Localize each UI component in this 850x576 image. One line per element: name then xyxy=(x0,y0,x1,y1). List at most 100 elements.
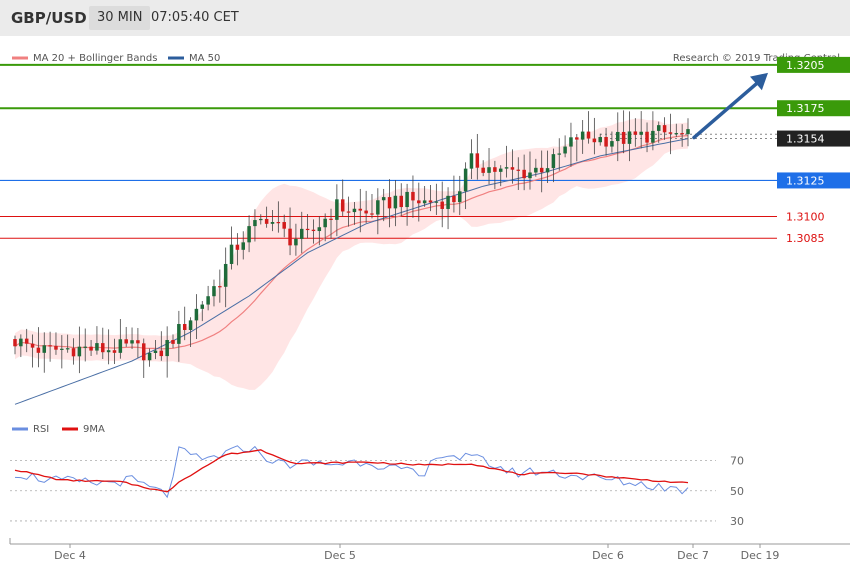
candle-body xyxy=(60,348,64,350)
candle-body xyxy=(381,197,386,201)
candle-body xyxy=(311,229,316,232)
candle-body xyxy=(662,125,667,133)
candle-body xyxy=(136,340,140,344)
candle-body xyxy=(610,141,614,147)
candle-body xyxy=(458,191,462,203)
candle-body xyxy=(633,131,638,135)
candle-body xyxy=(235,244,240,250)
candle-body xyxy=(194,308,199,321)
candle-body xyxy=(686,129,690,135)
candle-body xyxy=(159,350,164,357)
clock-label: 07:05:40 CET xyxy=(151,10,239,25)
candle-body xyxy=(253,220,257,227)
x-tick-label-Dec-19: Dec 19 xyxy=(741,549,780,562)
candle-body xyxy=(639,131,643,135)
candle-body xyxy=(305,228,310,231)
rsi-legend-label: RSI xyxy=(33,424,49,435)
candle-body xyxy=(247,226,251,243)
candle-body xyxy=(440,201,444,209)
candle-body xyxy=(405,191,409,208)
candle-body xyxy=(463,168,468,192)
rsi-ma-legend-label: 9MA xyxy=(83,424,105,435)
price-panel: 1.3205 1.3175 1.3154 1.3125 1.3100 1.3085 xyxy=(0,56,850,405)
rsi-tick-30: 30 xyxy=(730,515,744,528)
candle-body xyxy=(206,296,210,305)
projection-arrow-head xyxy=(750,72,768,91)
candle-body xyxy=(77,346,82,357)
candle-body xyxy=(317,227,322,232)
candle-body xyxy=(270,222,275,224)
rsi-tick-50: 50 xyxy=(730,485,744,498)
level-tag-1.3175 xyxy=(777,100,850,117)
level-tag-1.3125 xyxy=(777,172,850,189)
candle-body xyxy=(358,208,363,211)
candle-body xyxy=(370,213,374,215)
candle-body xyxy=(264,218,269,224)
candle-body xyxy=(645,131,649,143)
candle-body xyxy=(346,211,351,213)
candle-body xyxy=(19,338,23,347)
candle-body xyxy=(627,131,632,144)
candle-body xyxy=(147,353,152,361)
copyright-label: Research © 2019 Trading Central xyxy=(673,53,840,64)
candle-body xyxy=(229,244,234,264)
candle-body xyxy=(475,153,480,168)
level-label-1.3154: 1.3154 xyxy=(786,133,825,146)
candle-body xyxy=(218,286,222,288)
candle-body xyxy=(487,167,491,173)
x-axis: Dec 4 Dec 5 Dec 6 Dec 7 Dec 19 xyxy=(9,538,780,562)
candle-body xyxy=(452,195,456,203)
candle-body xyxy=(674,133,679,135)
candle-body xyxy=(575,137,579,140)
rsi-series-RSI xyxy=(14,445,689,499)
candle-body xyxy=(112,350,117,353)
rsi-panel: 70 50 30 xyxy=(10,445,744,528)
level-tag-1.3154 xyxy=(777,130,850,147)
candle-body xyxy=(294,238,298,246)
candle-body xyxy=(300,228,304,239)
candle-body xyxy=(182,324,187,330)
candle-body xyxy=(592,138,597,143)
candle-body xyxy=(481,167,485,173)
candle-body xyxy=(616,131,620,142)
candle-body xyxy=(422,200,427,204)
candle-body xyxy=(89,346,93,351)
candle-body xyxy=(282,222,286,229)
x-tick-label-Dec-7: Dec 7 xyxy=(677,549,709,562)
rsi-tick-70: 70 xyxy=(730,455,744,468)
candle-body xyxy=(153,350,158,354)
candle-body xyxy=(288,228,292,246)
candle-body xyxy=(335,199,339,220)
level-label-1.3100: 1.3100 xyxy=(786,211,825,224)
x-tick-label-Dec-6: Dec 6 xyxy=(592,549,624,562)
candle-body xyxy=(586,131,591,139)
candle-body xyxy=(130,340,134,344)
ma50-line xyxy=(14,138,689,405)
candle-body xyxy=(340,199,345,212)
ma20-line xyxy=(14,135,689,350)
candle-body xyxy=(651,130,655,143)
candle-body xyxy=(528,172,532,179)
candle-body xyxy=(376,200,380,215)
candle-body xyxy=(364,210,368,214)
x-tick-label-Dec-4: Dec 4 xyxy=(54,549,86,562)
rsi-series-9MA xyxy=(14,449,689,493)
candle-body xyxy=(434,201,439,203)
candle-body xyxy=(223,263,228,287)
candle-body xyxy=(106,350,111,353)
timeframe-button[interactable]: 30 MIN xyxy=(89,6,151,30)
candle-body xyxy=(428,200,433,203)
candle-body xyxy=(469,153,474,169)
candle-body xyxy=(118,339,123,353)
x-tick-label-Dec-5: Dec 5 xyxy=(324,549,356,562)
candle-body xyxy=(13,339,17,347)
level-label-1.3085: 1.3085 xyxy=(786,232,825,245)
candle-body xyxy=(399,195,403,208)
candle-body xyxy=(241,242,245,250)
candle-body xyxy=(65,348,70,350)
candle-body xyxy=(24,338,29,344)
candle-body xyxy=(510,167,515,170)
candle-body xyxy=(259,218,263,221)
candle-body xyxy=(680,133,684,135)
candle-body xyxy=(604,137,608,147)
